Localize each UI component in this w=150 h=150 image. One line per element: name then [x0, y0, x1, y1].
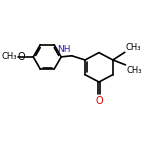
- Text: CH₃: CH₃: [126, 43, 141, 52]
- Text: O: O: [18, 52, 25, 62]
- Text: NH: NH: [58, 45, 71, 54]
- Text: O: O: [95, 96, 103, 106]
- Text: CH₃: CH₃: [2, 52, 17, 61]
- Text: CH₃: CH₃: [126, 66, 142, 75]
